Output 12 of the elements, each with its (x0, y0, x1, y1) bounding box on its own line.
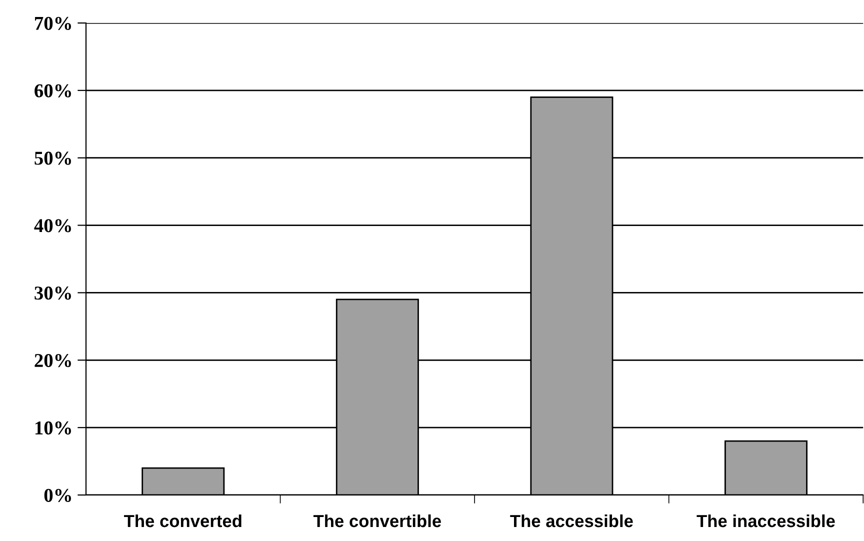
x-tick-label: The converted (124, 514, 242, 528)
y-tick-label: 50% (34, 152, 71, 165)
y-tick-label: 40% (34, 219, 71, 232)
x-tick-label: The convertible (313, 514, 441, 528)
x-tick-label: The accessible (510, 514, 633, 528)
y-tick-label: 10% (35, 421, 71, 435)
x-tick-label: The inaccessible (696, 514, 835, 528)
y-tick-label: 30% (34, 286, 71, 300)
y-tick-label: 60% (34, 84, 71, 98)
y-tick-label: 0% (44, 488, 71, 502)
y-tick-label: 20% (34, 354, 71, 368)
y-tick-label: 70% (35, 16, 71, 30)
